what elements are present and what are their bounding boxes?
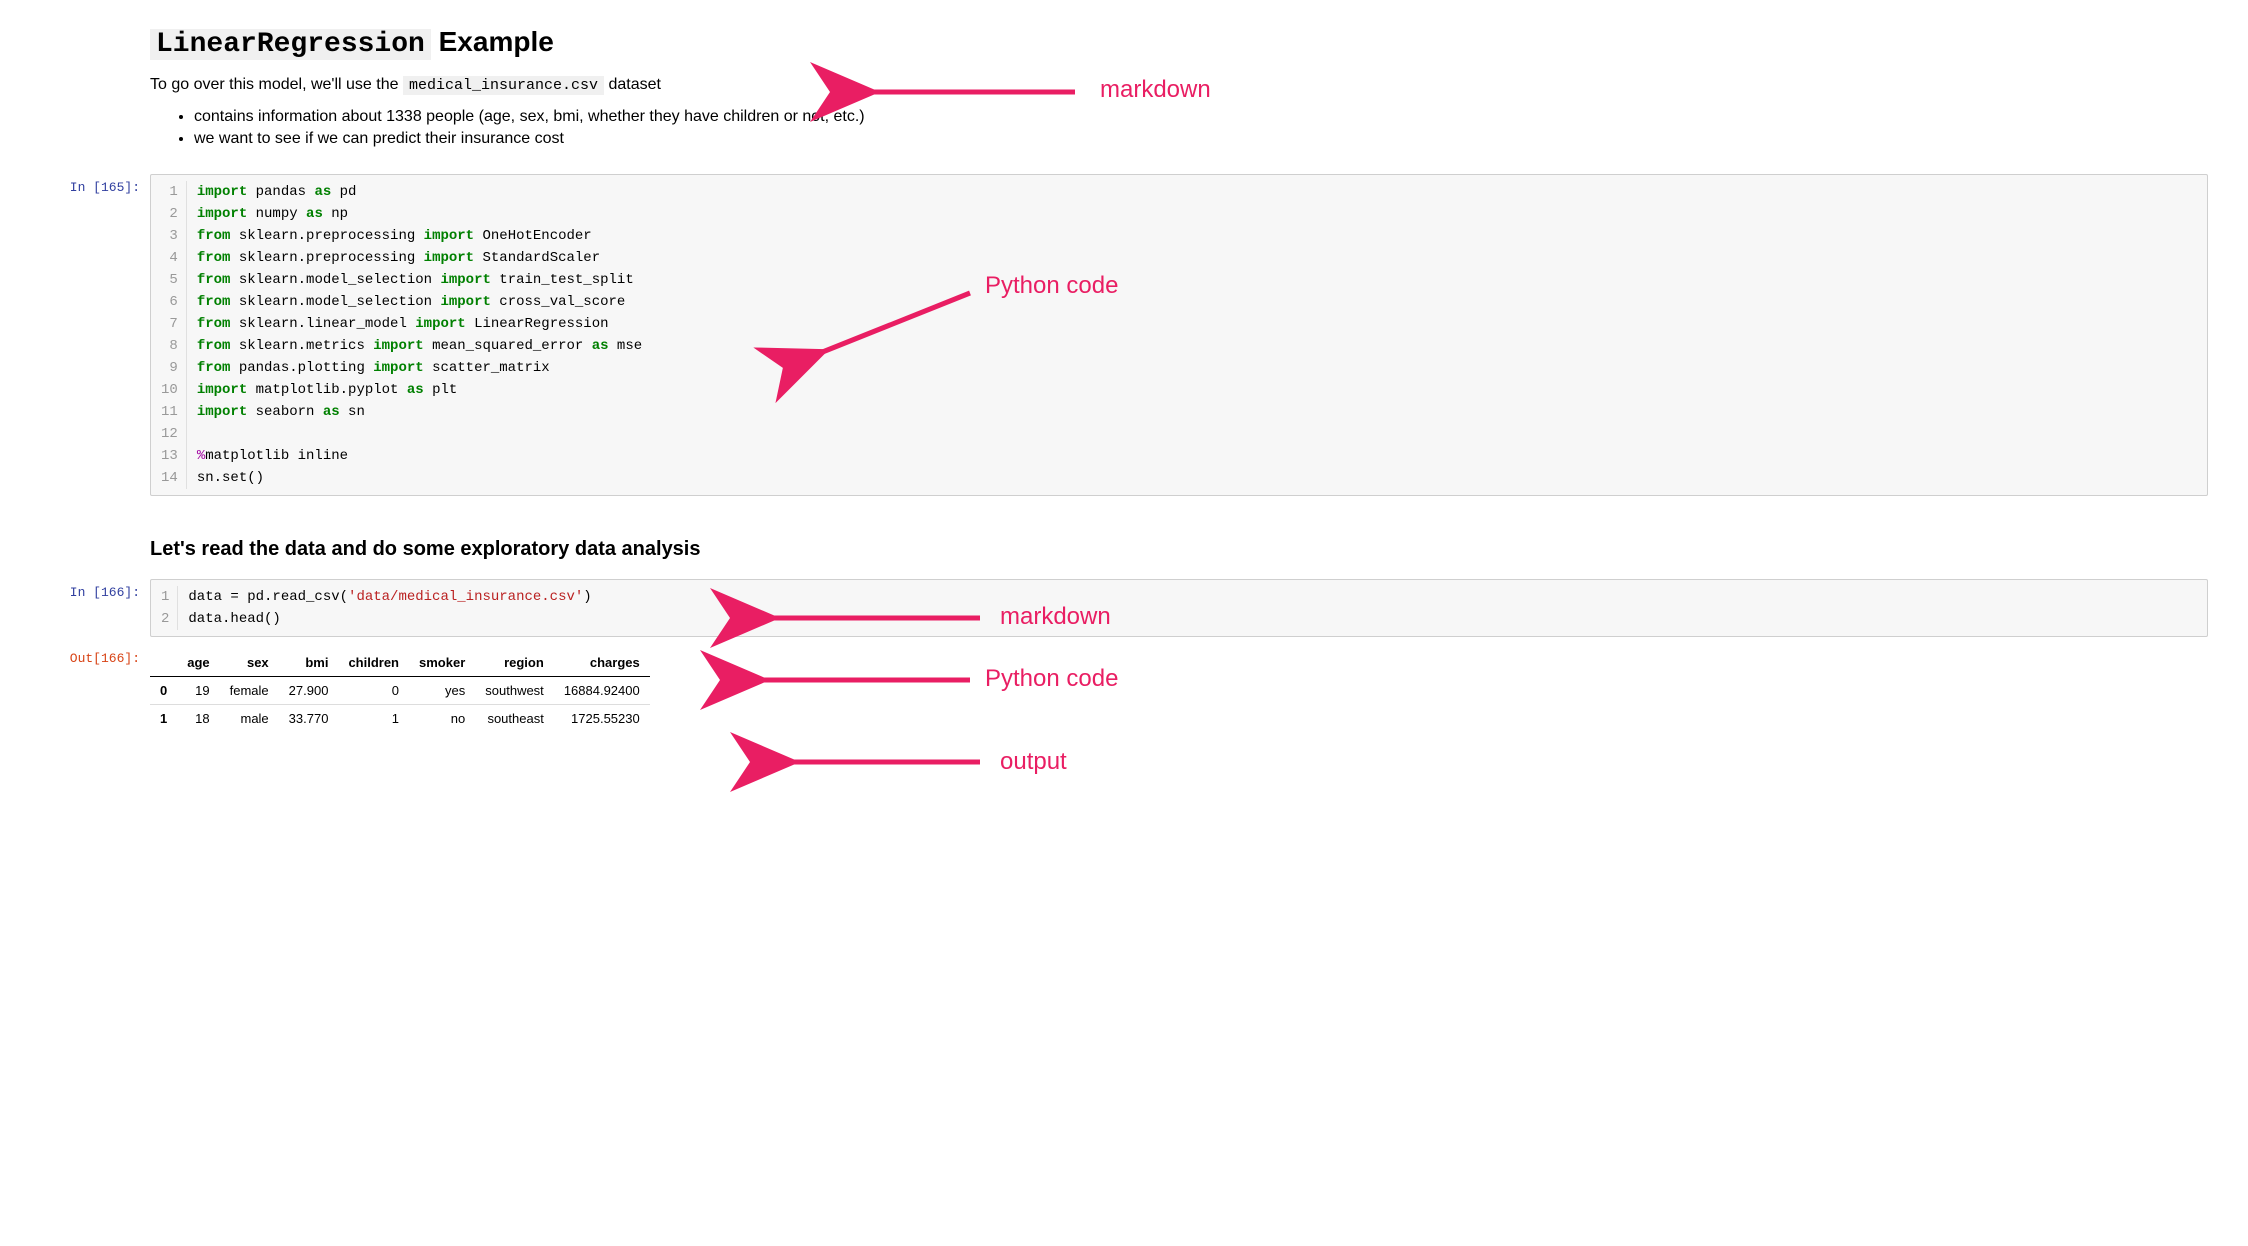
- annotation-arrows: [0, 0, 1500, 840]
- annotation-label-markdown-2: markdown: [1000, 603, 1111, 631]
- annotation-label-python-2: Python code: [985, 665, 1118, 693]
- annotation-label-output: output: [1000, 748, 1067, 776]
- annotation-label-markdown-1: markdown: [1100, 76, 1211, 104]
- annotation-label-python-1: Python code: [985, 272, 1118, 300]
